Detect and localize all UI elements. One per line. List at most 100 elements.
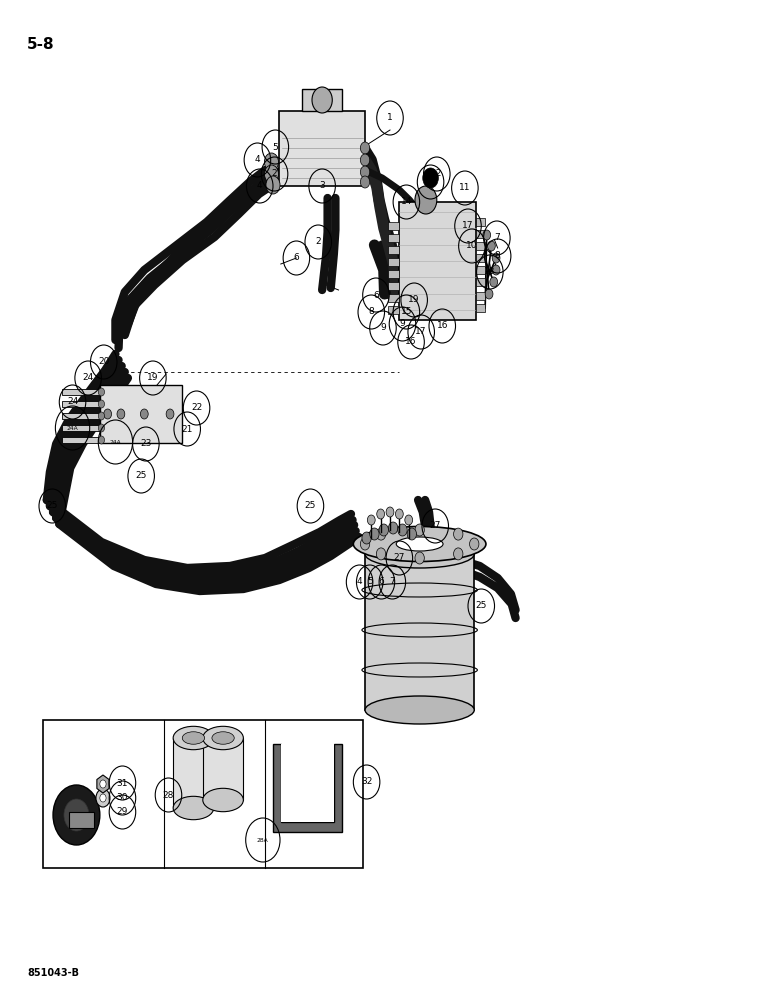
Text: 28: 28 (163, 790, 174, 800)
Bar (62, 401, 101, 407)
Text: 24A: 24A (109, 440, 122, 444)
Bar (62, 389, 101, 395)
Bar (476, 242, 485, 250)
Text: 5: 5 (367, 578, 373, 586)
Text: 25: 25 (476, 601, 487, 610)
Circle shape (312, 87, 332, 113)
Bar (476, 218, 485, 226)
Text: 9: 9 (380, 324, 386, 332)
Circle shape (98, 424, 105, 432)
Bar (173, 738, 214, 808)
Bar (43, 720, 363, 868)
Text: 28A: 28A (257, 838, 269, 842)
Text: 4: 4 (254, 155, 261, 164)
Text: 7: 7 (389, 578, 395, 586)
Text: 4: 4 (356, 578, 363, 586)
Circle shape (266, 176, 280, 194)
FancyBboxPatch shape (100, 385, 182, 443)
Bar (388, 282, 399, 290)
Text: 25: 25 (47, 502, 58, 510)
Ellipse shape (396, 537, 443, 551)
Bar (388, 270, 399, 278)
Ellipse shape (365, 696, 474, 724)
Circle shape (360, 166, 370, 178)
Circle shape (100, 794, 106, 802)
Text: 25: 25 (136, 472, 147, 481)
Circle shape (140, 409, 148, 419)
Bar (476, 304, 485, 312)
Text: 5: 5 (272, 142, 278, 151)
Bar (62, 413, 101, 419)
Bar (388, 234, 399, 242)
Polygon shape (97, 775, 109, 793)
Circle shape (360, 154, 370, 166)
Circle shape (470, 538, 479, 550)
Text: 13: 13 (484, 267, 495, 276)
Text: 4: 4 (257, 182, 263, 190)
Text: 27: 27 (394, 554, 405, 562)
Circle shape (360, 538, 370, 550)
Circle shape (362, 532, 371, 544)
Text: 3: 3 (319, 182, 325, 190)
Text: 5-8: 5-8 (27, 37, 55, 52)
Text: 16: 16 (437, 322, 448, 330)
Bar (476, 266, 485, 274)
Text: 20: 20 (98, 358, 109, 366)
Ellipse shape (183, 732, 204, 744)
Ellipse shape (203, 726, 243, 750)
Circle shape (64, 799, 89, 831)
Circle shape (100, 780, 106, 788)
Text: 1: 1 (387, 113, 393, 122)
Bar (62, 425, 101, 431)
Circle shape (166, 409, 174, 419)
Circle shape (407, 528, 417, 540)
Text: 10: 10 (466, 241, 477, 250)
Ellipse shape (353, 526, 486, 562)
Bar (365, 554, 474, 710)
Circle shape (379, 524, 388, 536)
Circle shape (492, 253, 500, 263)
Text: 2: 2 (271, 169, 278, 178)
Circle shape (98, 388, 105, 396)
Text: 32: 32 (361, 778, 372, 786)
Circle shape (264, 153, 278, 171)
Text: 7: 7 (494, 233, 500, 242)
Circle shape (370, 528, 379, 540)
Circle shape (483, 230, 491, 240)
Circle shape (490, 277, 498, 287)
Text: 18: 18 (425, 178, 436, 186)
Text: 8: 8 (495, 251, 501, 260)
Circle shape (96, 789, 110, 807)
Polygon shape (281, 744, 334, 822)
Bar (388, 222, 399, 230)
Bar (62, 437, 101, 443)
Circle shape (53, 785, 100, 845)
Circle shape (117, 409, 125, 419)
Bar (388, 258, 399, 266)
Circle shape (360, 176, 370, 188)
Circle shape (415, 552, 424, 564)
Text: 14: 14 (401, 198, 412, 207)
Circle shape (395, 509, 403, 519)
Text: 6: 6 (378, 578, 385, 586)
Ellipse shape (173, 796, 214, 820)
Circle shape (423, 168, 438, 188)
Text: 25: 25 (305, 502, 316, 510)
Text: 2: 2 (315, 237, 321, 246)
Circle shape (264, 165, 278, 183)
Text: 30: 30 (117, 794, 128, 802)
Circle shape (388, 522, 398, 534)
Text: 851043-B: 851043-B (27, 968, 80, 978)
Text: 17: 17 (463, 222, 473, 231)
Bar (388, 294, 399, 302)
Circle shape (367, 515, 375, 525)
Circle shape (488, 241, 495, 251)
Text: 31: 31 (117, 778, 128, 788)
Circle shape (98, 436, 105, 444)
Circle shape (453, 528, 463, 540)
Circle shape (453, 548, 463, 560)
Bar (476, 230, 485, 238)
Bar (476, 278, 485, 286)
Circle shape (415, 524, 424, 536)
Circle shape (405, 515, 413, 525)
